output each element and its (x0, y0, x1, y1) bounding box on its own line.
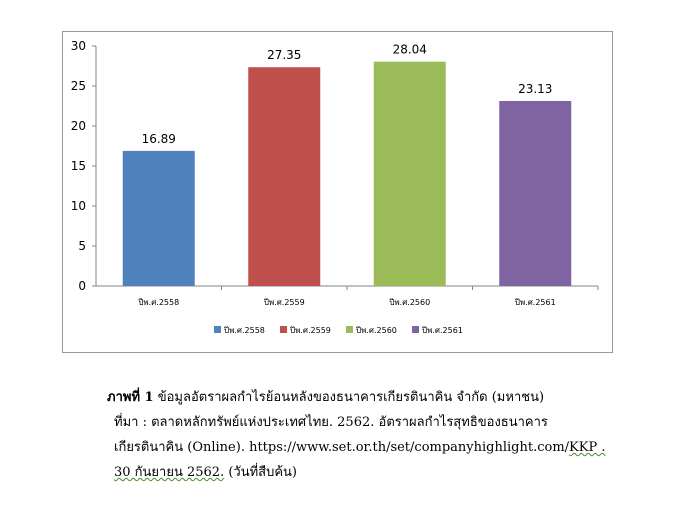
caption-source-line: ที่มา : ตลาดหลักทรัพย์แห่งประเทศไทย. 256… (114, 410, 627, 435)
y-tick-label: 20 (71, 119, 86, 133)
legend-swatch (412, 326, 419, 333)
legend-label: ปีพ.ศ.2558 (223, 326, 265, 335)
data-label: 23.13 (518, 82, 552, 96)
x-tick-label: ปีพ.ศ.2558 (138, 298, 180, 307)
figure-caption: ภาพที่ 1 ข้อมูลอัตราผลกำไรย้อนหลังของธนา… (107, 385, 627, 485)
x-tick-label: ปีพ.ศ.2560 (389, 298, 431, 307)
y-tick-label: 15 (71, 159, 86, 173)
bar-chart: 0 5 10 15 20 25 30 16.89 ปีพ.ศ.2558 27.35 ปีพ.ศ.25… (71, 39, 599, 335)
source-label: ที่มา : (114, 415, 147, 430)
legend-label: ปีพ.ศ.2561 (421, 326, 463, 335)
figure-title: ข้อมูลอัตราผลกำไรย้อนหลังของธนาคารเกียรต… (157, 390, 545, 405)
source-text-2a: เกียรตินาคิน (Online). https://www.set.o… (114, 440, 570, 455)
legend-swatch (346, 326, 353, 333)
caption-source-line-2: เกียรตินาคิน (Online). https://www.set.o… (114, 435, 627, 460)
bar (373, 61, 446, 287)
x-tick-label: ปีพ.ศ.2559 (263, 298, 305, 307)
figure-label: ภาพที่ 1 (107, 390, 154, 405)
y-tick-label: 5 (78, 239, 86, 253)
y-tick-label: 10 (71, 199, 86, 213)
x-tick-label: ปีพ.ศ.2561 (514, 298, 556, 307)
bar (122, 150, 195, 286)
y-tick-label: 30 (71, 39, 86, 53)
legend-swatch (214, 326, 221, 333)
bar (499, 100, 572, 287)
data-label: 28.04 (393, 43, 427, 57)
source-text-2b: KKP . (569, 440, 606, 455)
source-text-1: ตลาดหลักทรัพย์แห่งประเทศไทย. 2562. อัตรา… (151, 415, 548, 430)
y-tick-label: 0 (78, 279, 86, 293)
data-label: 16.89 (142, 132, 176, 146)
legend-label: ปีพ.ศ.2559 (289, 326, 331, 335)
caption-title-line: ภาพที่ 1 ข้อมูลอัตราผลกำไรย้อนหลังของธนา… (107, 385, 627, 410)
y-tick-label: 25 (71, 79, 86, 93)
caption-source-line-3: 30 กันยายน 2562. (วันที่สืบค้น) (114, 460, 627, 485)
bar (248, 67, 321, 286)
legend-label: ปีพ.ศ.2560 (355, 326, 397, 335)
data-label: 27.35 (267, 48, 301, 62)
source-date-note: (วันที่สืบค้น) (224, 465, 298, 480)
source-date: 30 กันยายน 2562. (114, 465, 225, 480)
chart-frame: 0 5 10 15 20 25 30 16.89 ปีพ.ศ.2558 27.35 ปีพ.ศ.25… (62, 31, 613, 353)
legend-swatch (280, 326, 287, 333)
